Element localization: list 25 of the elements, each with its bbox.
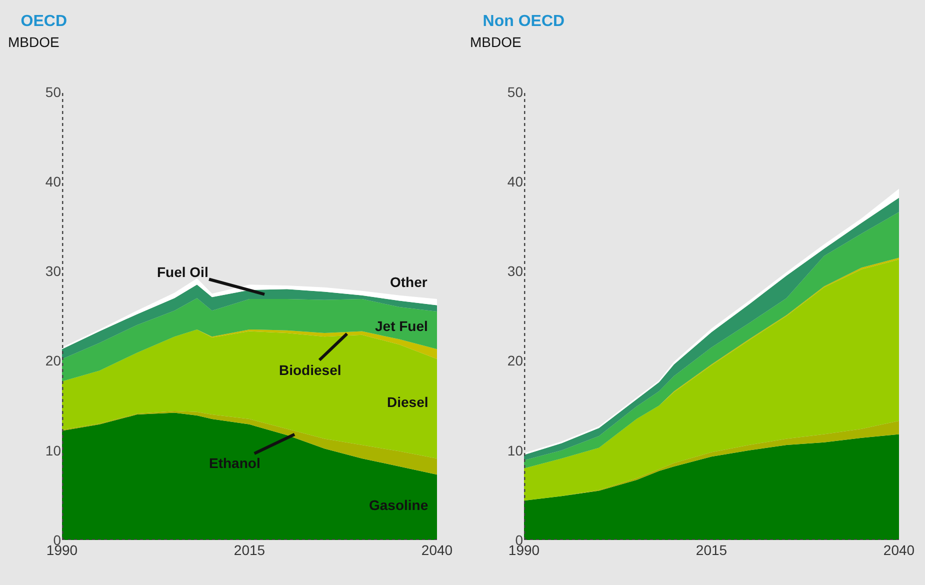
series-label: Diesel	[387, 394, 428, 410]
series-label: Other	[390, 274, 428, 290]
chart-title: OECD	[20, 12, 68, 30]
x-tick-label: 2040	[883, 542, 915, 558]
y-tick-label: 40	[45, 174, 62, 190]
y-tick-label: 30	[45, 263, 62, 280]
y-tick-label: 10	[507, 442, 524, 458]
y-axis-title: MBDOE	[470, 34, 522, 50]
series-label: Jet Fuel	[375, 318, 428, 334]
y-tick-label: 40	[507, 174, 524, 190]
series-label: Ethanol	[209, 455, 260, 471]
chart-title: Non OECD	[482, 12, 565, 30]
y-tick-label: 50	[507, 84, 524, 100]
series-label: Fuel Oil	[157, 264, 208, 280]
series-label: Biodiesel	[279, 362, 342, 378]
x-tick-label: 2040	[421, 542, 453, 558]
x-tick-label: 2015	[234, 542, 266, 558]
series-label: Gasoline	[369, 497, 428, 513]
y-axis-title: MBDOE	[8, 34, 60, 50]
y-tick-label: 10	[45, 442, 62, 458]
y-tick-label: 20	[507, 352, 524, 369]
y-tick-label: 20	[45, 352, 62, 369]
y-tick-label: 50	[45, 84, 62, 100]
x-tick-label: 2015	[696, 542, 728, 558]
y-tick-label: 30	[507, 263, 524, 280]
